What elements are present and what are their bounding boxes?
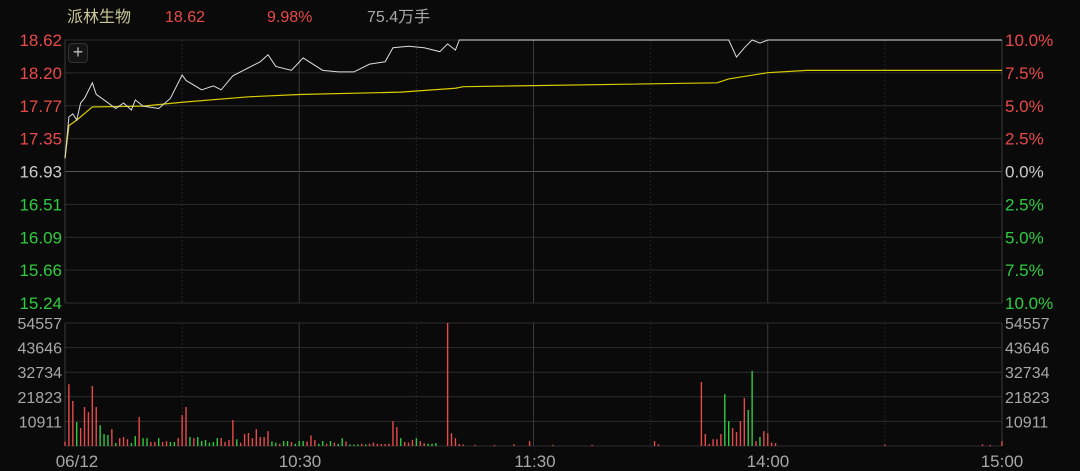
percent-axis-label: 7.5%	[1005, 261, 1044, 280]
percent-axis-label: 0.0%	[1005, 163, 1044, 182]
percent-axis-label: 5.0%	[1005, 97, 1044, 116]
percent-axis-label: 2.5%	[1005, 195, 1044, 214]
time-axis-label: 15:00	[981, 452, 1024, 471]
volume-axis-label-right: 54557	[1005, 316, 1050, 333]
volume-axis-label-right: 32734	[1005, 365, 1050, 382]
volume-axis-label-left: 21823	[18, 390, 63, 407]
volume-axis-label-right: 21823	[1005, 390, 1050, 407]
time-axis-label: 10:30	[279, 452, 322, 471]
average-price-line	[64, 69, 1002, 159]
current-price: 18.62	[165, 9, 206, 26]
crosshair-toggle-button[interactable]: +	[68, 43, 88, 63]
percent-axis-label: 10.0%	[1005, 31, 1053, 50]
percent-axis-label: 10.0%	[1005, 294, 1053, 313]
price-axis-label: 16.93	[19, 163, 62, 182]
price-axis-label: 16.51	[19, 195, 62, 214]
change-percent: 9.98%	[267, 9, 313, 26]
total-volume: 75.4万手	[367, 9, 431, 26]
volume-axis-label-left: 43646	[18, 341, 63, 358]
percent-axis-label: 2.5%	[1005, 130, 1044, 149]
time-axis-label: 11:30	[514, 452, 555, 471]
price-axis-label: 18.62	[19, 31, 62, 50]
price-axis-label: 15.66	[19, 261, 62, 280]
volume-axis-label-right: 43646	[1005, 341, 1050, 358]
price-axis-label: 15.24	[19, 294, 62, 313]
time-axis-label: 06/12	[56, 452, 99, 471]
price-axis-label: 17.35	[19, 130, 62, 149]
volume-axis-label-right: 10911	[1005, 414, 1048, 431]
percent-axis-label: 7.5%	[1005, 64, 1044, 83]
price-line	[64, 39, 1002, 159]
stock-name: 派林生物	[67, 9, 132, 26]
volume-axis-label-left: 54557	[18, 316, 63, 333]
volume-axis-label-left: 32734	[18, 365, 63, 382]
price-axis-label: 18.20	[19, 64, 62, 83]
plus-icon: +	[72, 42, 84, 62]
percent-axis-label: 5.0%	[1005, 228, 1044, 247]
price-axis-label: 17.77	[19, 97, 62, 116]
volume-axis-label-left: 10911	[19, 414, 62, 431]
price-axis-label: 16.09	[19, 228, 62, 247]
time-axis-label: 14:00	[747, 452, 790, 471]
